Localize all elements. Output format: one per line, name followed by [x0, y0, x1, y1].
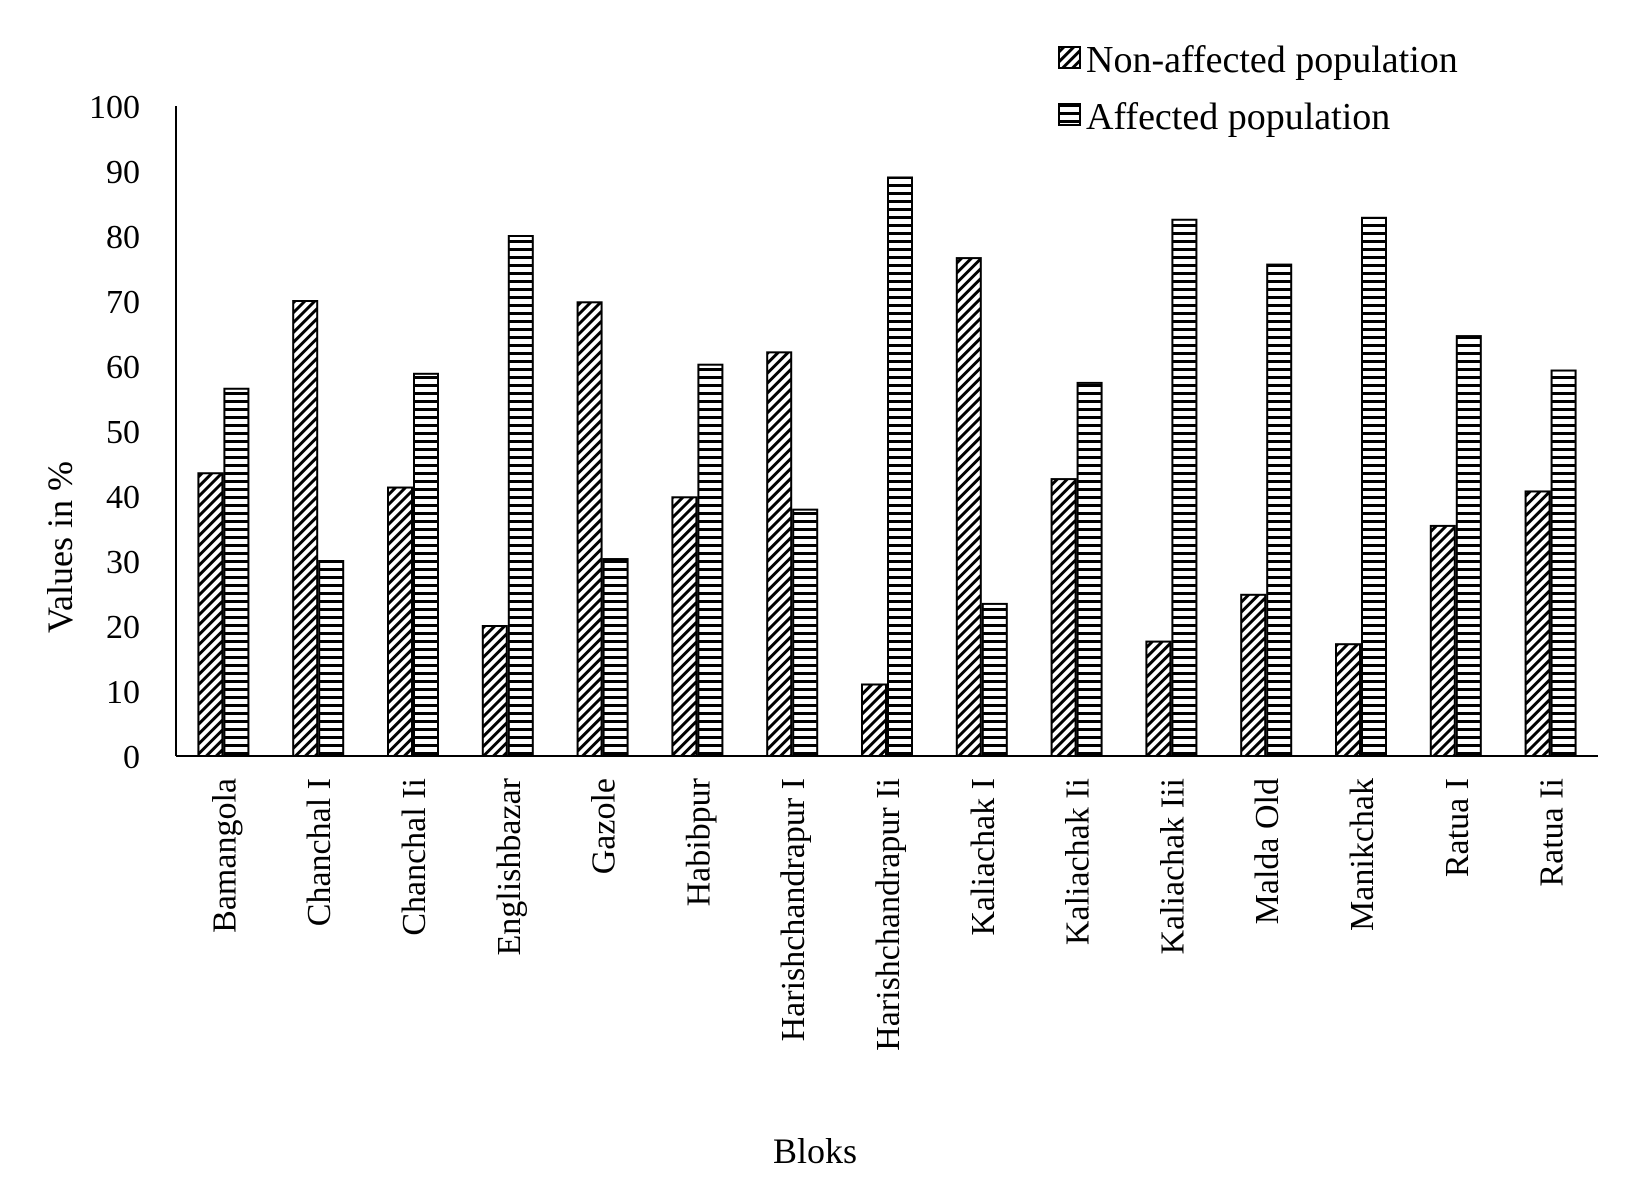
x-category-label: Harishchandrapur I — [775, 778, 812, 1041]
bar-non-affected — [671, 496, 698, 757]
bar-non-affected — [861, 683, 887, 757]
bar-affected — [887, 176, 913, 757]
bar-affected — [413, 372, 439, 757]
bar-affected — [602, 558, 629, 757]
x-category-label: Ratua Ii — [1534, 778, 1571, 887]
bar-non-affected — [1524, 490, 1551, 757]
x-category-label: Kaliachak I — [965, 778, 1002, 936]
bar-affected — [1361, 216, 1387, 758]
y-axis-ticks: 0 10 20 30 40 50 60 70 80 90 100 — [89, 89, 140, 776]
y-tick-label: 90 — [106, 154, 140, 191]
legend: Non-affected population Affected populat… — [1058, 39, 1458, 138]
bar-non-affected — [1050, 478, 1077, 757]
bar-non-affected — [576, 301, 603, 757]
x-category-label: Englishbazar — [491, 777, 528, 955]
y-tick-label: 60 — [106, 349, 140, 386]
x-category-label: Chanchal I — [301, 778, 338, 926]
bar-non-affected — [766, 351, 793, 757]
bar-affected — [792, 508, 819, 757]
bar-affected — [1076, 381, 1103, 757]
bar-affected — [697, 363, 724, 757]
y-tick-label: 40 — [106, 479, 140, 516]
y-tick-label: 80 — [106, 219, 140, 256]
x-axis-title: Bloks — [773, 1131, 857, 1171]
bar-non-affected — [481, 625, 508, 757]
y-tick-label: 0 — [123, 739, 140, 776]
x-category-label: Kaliachak Ii — [1060, 778, 1097, 945]
x-category-label: Bamangola — [206, 778, 243, 933]
axes — [175, 106, 1598, 757]
bar-non-affected — [387, 486, 413, 757]
x-category-label: Ratua I — [1439, 778, 1476, 877]
x-category-label: Gazole — [586, 778, 623, 874]
bar-affected — [1550, 369, 1577, 757]
legend-swatch-affected — [1058, 103, 1081, 126]
x-category-label: Habibpur — [680, 777, 717, 906]
bar-affected — [981, 602, 1008, 758]
bar-affected — [318, 560, 345, 757]
legend-swatch-non-affected — [1058, 46, 1081, 69]
x-category-label: Kaliachak Iii — [1154, 778, 1191, 955]
y-tick-label: 30 — [106, 544, 140, 581]
y-axis-title: Values in % — [40, 461, 80, 633]
y-tick-label: 70 — [106, 284, 140, 321]
x-category-label: Chanchal Ii — [396, 778, 433, 936]
y-tick-label: 100 — [89, 89, 140, 126]
x-category-label: Malda Old — [1249, 778, 1286, 924]
bar-affected — [223, 387, 250, 757]
y-tick-label: 50 — [106, 414, 140, 451]
bar-non-affected — [292, 300, 319, 757]
bar-non-affected — [955, 257, 982, 757]
x-category-label: Manikchak — [1344, 778, 1381, 931]
x-category-label: Harishchandrapur Ii — [870, 778, 907, 1051]
bars-group — [197, 176, 1577, 758]
bar-affected — [1266, 263, 1293, 757]
bar-non-affected — [1335, 643, 1361, 758]
bar-affected — [1455, 335, 1482, 757]
bar-non-affected — [1145, 640, 1172, 757]
bar-non-affected — [197, 472, 224, 757]
bar-non-affected — [1240, 593, 1267, 757]
bar-non-affected — [1429, 524, 1456, 758]
bar-affected — [1171, 218, 1198, 757]
y-tick-label: 10 — [106, 674, 140, 711]
y-tick-label: 20 — [106, 609, 140, 646]
x-axis-labels: Bamangola Chanchal I Chanchal Ii Englishbaz… — [206, 777, 1570, 1051]
legend-label-affected: Affected population — [1086, 96, 1390, 138]
legend-label-non-affected: Non-affected population — [1086, 39, 1458, 81]
bar-affected — [507, 235, 534, 757]
